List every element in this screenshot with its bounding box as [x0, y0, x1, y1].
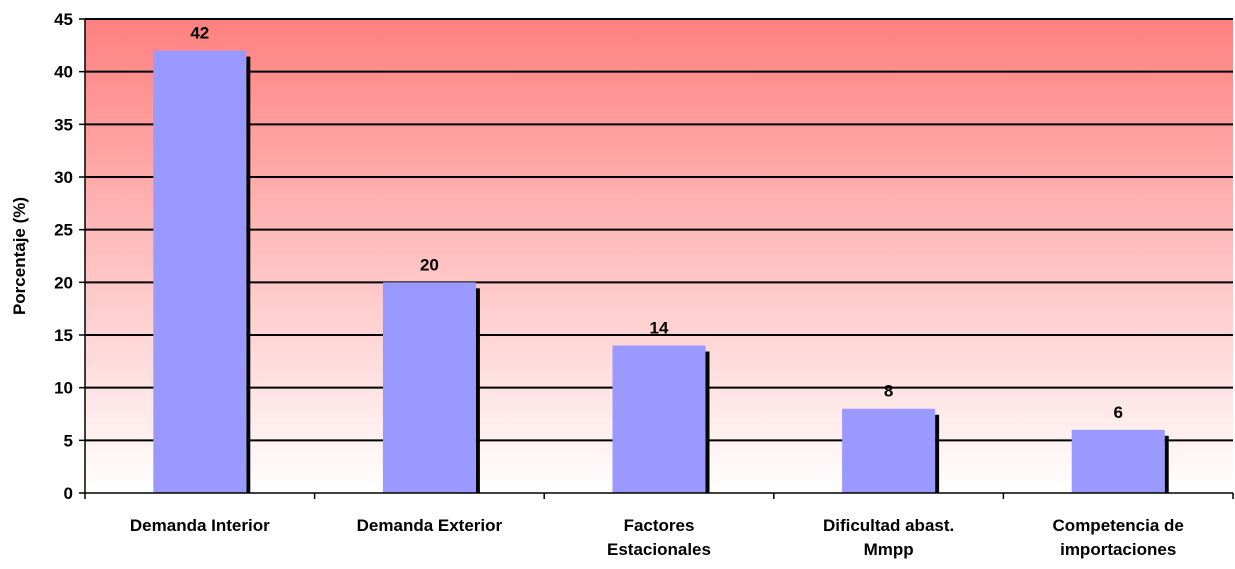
y-tick-label: 25: [54, 221, 73, 240]
axes: [79, 18, 1234, 499]
x-tick-label-line: Demanda Exterior: [357, 516, 503, 535]
x-tick-label: Demanda Exterior: [357, 516, 503, 535]
data-label: 42: [190, 24, 209, 43]
x-tick-label-line: Dificultad abast.: [823, 516, 954, 535]
data-label: 20: [420, 255, 439, 274]
x-tick-label-line: Competencia de: [1053, 516, 1184, 535]
y-tick-label: 35: [54, 115, 73, 134]
bar: [382, 282, 476, 493]
y-tick-label: 15: [54, 326, 73, 345]
bar-shadow: [935, 414, 940, 493]
bar-shadow: [475, 288, 480, 493]
bar: [1071, 429, 1165, 493]
x-tick-label-line: Estacionales: [607, 540, 711, 559]
bar: [612, 345, 706, 493]
y-tick-label: 40: [54, 63, 73, 82]
y-tick-label: 5: [64, 431, 73, 450]
y-tick-label: 45: [54, 10, 73, 29]
x-tick-label-line: Factores: [624, 516, 695, 535]
x-tick-label: Competencia de importaciones: [1053, 516, 1184, 559]
bar-shadow: [1164, 435, 1169, 493]
y-tick-label: 10: [54, 379, 73, 398]
bar-shadow: [246, 56, 251, 493]
x-tick-label-line: Mmpp: [864, 540, 914, 559]
y-tick-label: 0: [64, 484, 73, 503]
x-tick-label-line: Demanda Interior: [130, 516, 270, 535]
x-tick-label: Factores Estacionales: [607, 516, 711, 559]
bar: [842, 408, 936, 493]
labels: 0 5 10 15 20 25 30 35 40 45 42 20 14 8 6 Demanda Interi…: [10, 10, 1184, 559]
bar-shadow: [705, 351, 710, 493]
x-tick-label: Demanda Interior: [130, 516, 270, 535]
bars: [153, 50, 1169, 493]
y-tick-label: 30: [54, 168, 73, 187]
x-tick-label-line: importaciones: [1060, 540, 1176, 559]
bar: [153, 50, 247, 493]
data-label: 14: [650, 319, 669, 338]
data-label: 6: [1113, 403, 1122, 422]
y-axis-label: Porcentaje (%): [10, 197, 29, 315]
data-label: 8: [884, 382, 893, 401]
y-tick-label: 20: [54, 273, 73, 292]
x-tick-label: Dificultad abast. Mmpp: [823, 516, 954, 559]
